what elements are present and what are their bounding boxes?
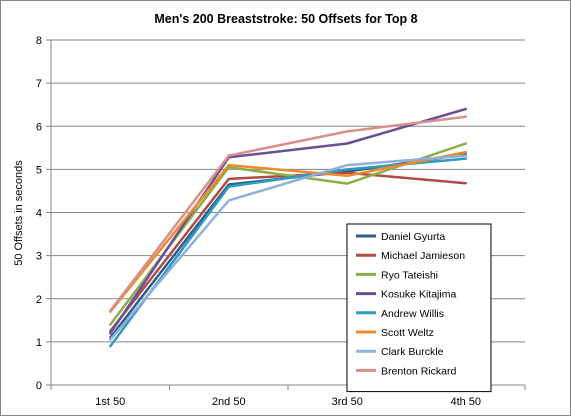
y-tick-label: 8 [36, 35, 42, 47]
x-tick-label: 4th 50 [450, 396, 481, 408]
legend-entry: Kosuke Kitajima [381, 289, 456, 301]
legend-entry: Brenton Rickard [381, 365, 456, 377]
x-tick-label: 3rd 50 [332, 396, 363, 408]
series-line-3 [109, 107, 468, 335]
y-tick-labels: 0 1 2 3 4 5 6 7 8 [36, 35, 42, 392]
y-tick-label: 4 [36, 208, 42, 220]
series-line-5 [109, 150, 468, 313]
y-axis-label: 50 Offsets in seconds [13, 160, 25, 266]
series-line-7 [109, 115, 468, 313]
y-tick-label: 6 [36, 121, 42, 133]
legend-entry: Ryo Tateishi [381, 269, 438, 281]
y-tick-label: 0 [36, 380, 42, 392]
legend-entry: Michael Jamieson [381, 250, 465, 262]
series-lines [109, 107, 468, 348]
x-tick-label: 1st 50 [95, 396, 125, 408]
y-tick-label: 7 [36, 78, 42, 90]
legend-box [346, 223, 492, 393]
chart-title: Men's 200 Breaststroke: 50 Offsets for T… [154, 12, 417, 26]
legend-entry: Scott Weltz [381, 327, 434, 339]
legend-entry: Clark Burckle [381, 346, 444, 358]
y-tick-label: 3 [36, 251, 42, 263]
legend: Daniel Gyurta Michael Jamieson Ryo Tateish… [346, 223, 492, 393]
y-tick-label: 5 [36, 164, 42, 176]
y-tick-label: 1 [36, 337, 42, 349]
series-line-6 [109, 154, 468, 341]
x-tick-label: 2nd 50 [212, 396, 246, 408]
legend-entry: Andrew Willis [381, 308, 444, 320]
y-tick-label: 2 [36, 294, 42, 306]
x-tick-labels: 1st 50 2nd 50 3rd 50 4th 50 [95, 396, 481, 408]
legend-entry: Daniel Gyurta [381, 231, 445, 243]
